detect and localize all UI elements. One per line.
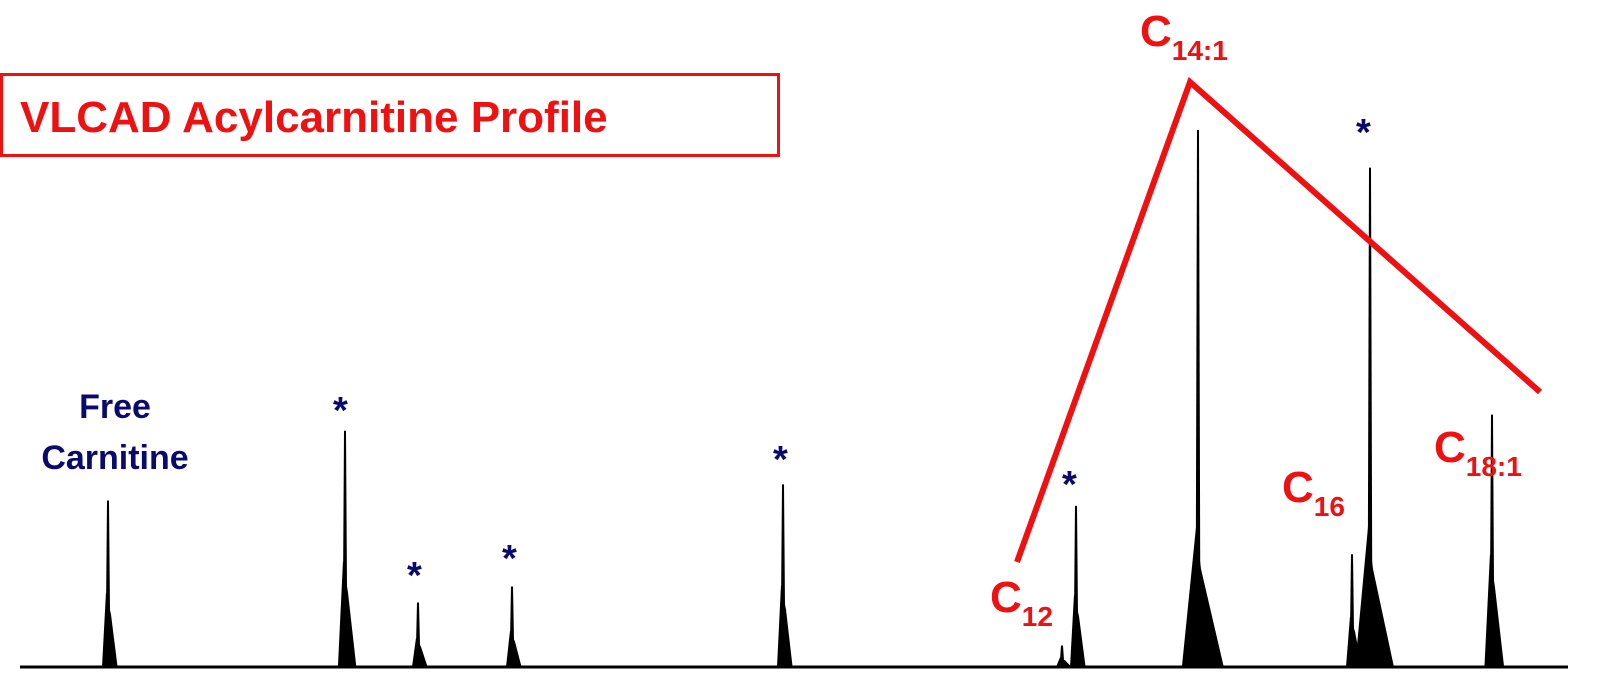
peak-base-7: [1070, 594, 1086, 667]
peak-base-11: [1484, 553, 1505, 667]
peak-base-4: [506, 630, 522, 667]
chart-title: VLCAD Acylcarnitine Profile: [20, 93, 608, 142]
spectrum-peaks: [102, 130, 1505, 667]
peak-base-5: [777, 584, 793, 667]
c12-base: C: [990, 573, 1022, 622]
title-box: [0, 73, 780, 157]
asterisk-marker-5: *: [1062, 464, 1077, 506]
asterisk-marker-6: *: [1356, 112, 1371, 154]
c16-subscript: 16: [1313, 491, 1345, 522]
c16-base: C: [1282, 463, 1314, 512]
c18-1-subscript: 18:1: [1465, 451, 1522, 482]
c14-1-subscript: 14:1: [1171, 35, 1228, 66]
peak-base-1: [102, 592, 118, 667]
c12-label: C12: [990, 573, 1053, 631]
peak-base-2: [337, 560, 357, 667]
trend-line: [1014, 76, 1542, 564]
free-carnitine-line1: Free: [79, 388, 151, 426]
c12-subscript: 12: [1021, 601, 1053, 632]
asterisk-marker-3: *: [502, 538, 517, 580]
peak-8: [1195, 130, 1201, 667]
c18-1-label: C18:1: [1434, 423, 1522, 481]
c14-1-base: C: [1140, 7, 1172, 56]
c14-1-label: C14:1: [1140, 7, 1228, 65]
asterisk-marker-2: *: [407, 555, 422, 597]
c16-label: C16: [1282, 463, 1345, 521]
peak-base-8: [1181, 527, 1224, 667]
peak-base-3: [412, 638, 428, 667]
c18-1-base: C: [1434, 423, 1466, 472]
free-carnitine-line2: Carnitine: [41, 439, 189, 477]
peak-base-10: [1355, 527, 1394, 667]
peak-base-6: [1056, 657, 1072, 667]
asterisk-marker-1: *: [333, 390, 348, 432]
asterisk-marker-4: *: [773, 439, 788, 481]
free-carnitine-label: Free Carnitine: [20, 382, 210, 484]
